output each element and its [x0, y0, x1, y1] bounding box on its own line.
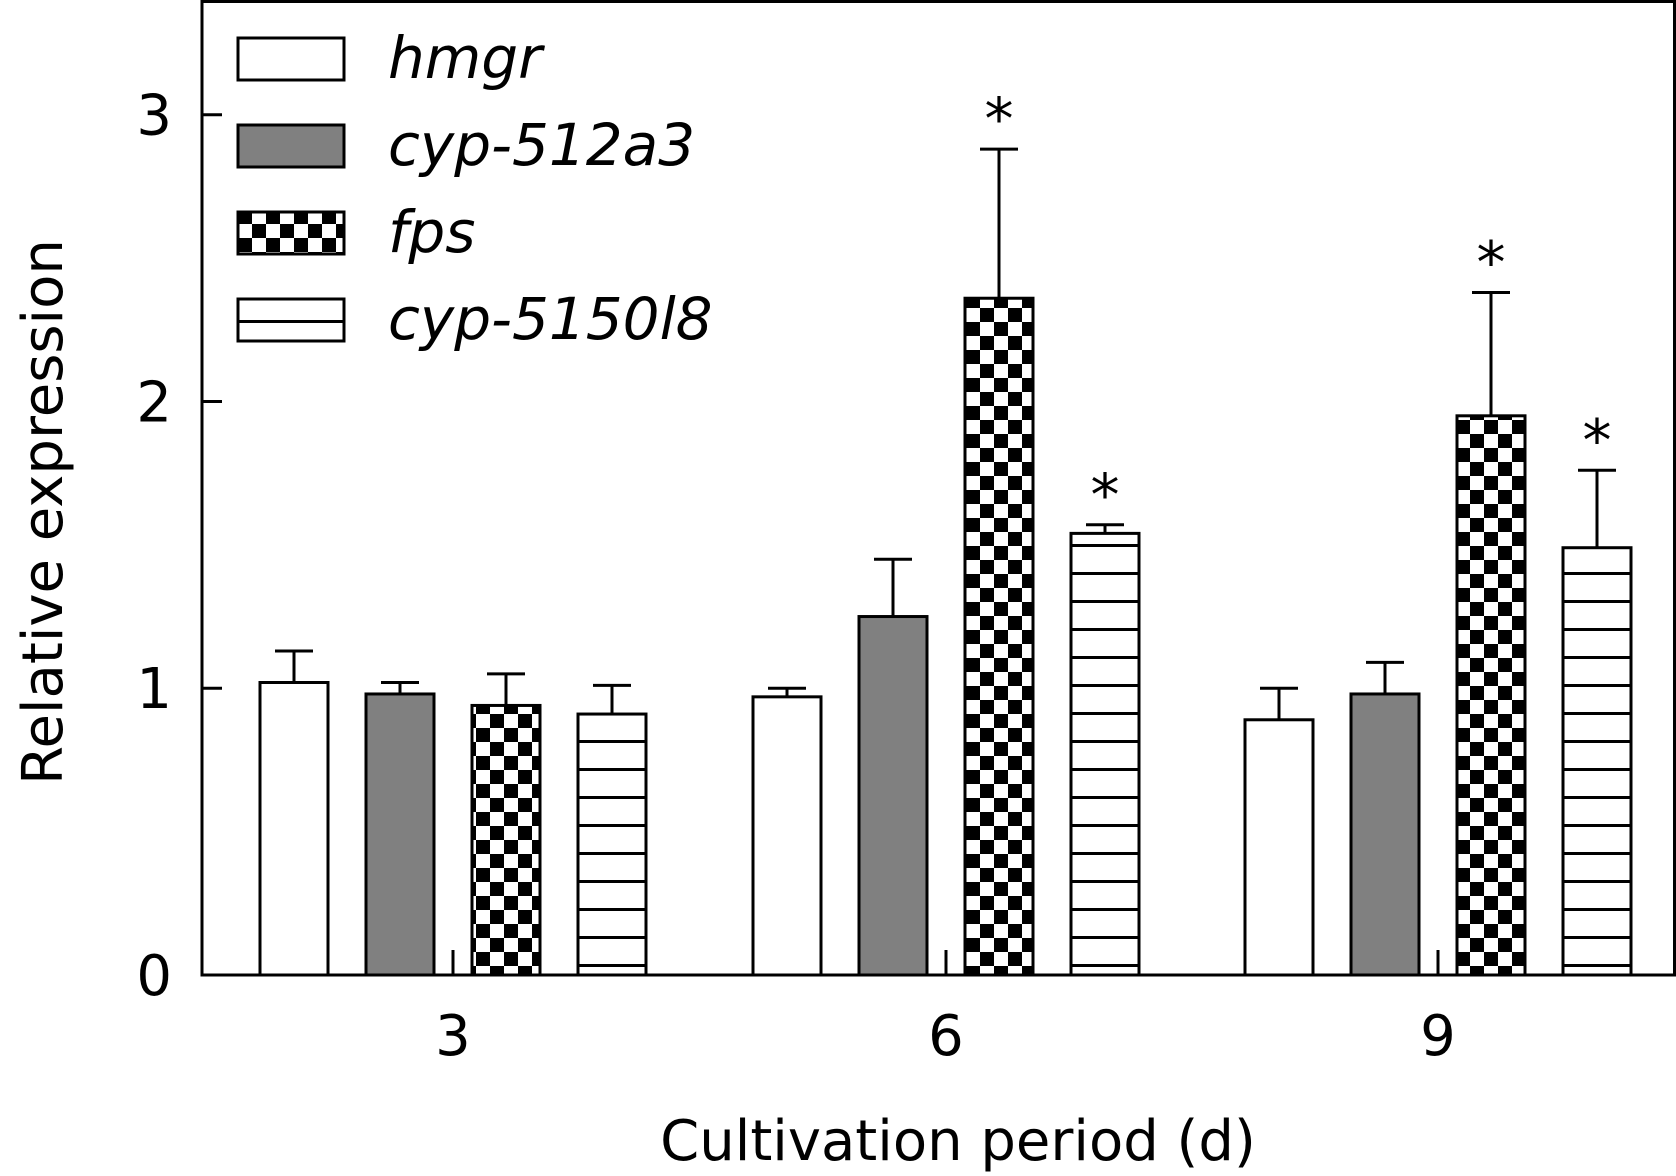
bar-cyp-5150l8-3 [576, 712, 648, 977]
y-tick-label: 0 [136, 944, 172, 1009]
y-axis-title: Relative expression [11, 239, 76, 785]
legend-swatch-cyp-5150l8 [236, 297, 346, 343]
bar-cyp-512a3-3 [364, 692, 436, 977]
x-tick-label: 6 [928, 1004, 964, 1069]
bar-fps-6 [963, 296, 1035, 977]
y-tick-label: 3 [136, 84, 172, 149]
bar-fps-9 [1455, 414, 1527, 977]
bar-hmgr-6 [751, 695, 823, 977]
plot-border [200, 0, 1676, 977]
x-tick-label: 9 [1420, 1004, 1456, 1069]
y-tick-label: 1 [136, 657, 172, 722]
x-axis: 3 6 9 [435, 950, 1456, 1069]
legend: hmgr cyp-512a3 fps cyp-5150l8 [236, 24, 713, 353]
y-tick-label: 2 [136, 370, 172, 435]
bar-cyp-512a3-6 [857, 615, 929, 977]
y-axis: 0 1 2 3 [136, 84, 222, 1009]
significance-marker: * [1091, 461, 1120, 529]
x-tick-label: 3 [435, 1004, 471, 1069]
bar-hmgr-3 [258, 681, 330, 977]
bar-cyp-5150l8-6 [1069, 531, 1141, 977]
legend-swatch-hmgr [236, 36, 346, 82]
bar-hmgr-9 [1243, 718, 1315, 977]
plot-frame [200, 0, 1676, 977]
legend-label-hmgr: hmgr [388, 24, 545, 92]
legend-label-cyp-5150l8: cyp-5150l8 [388, 285, 713, 353]
significance-marker: * [985, 85, 1014, 153]
significance-marker: * [1477, 229, 1506, 297]
bar-cyp-512a3-9 [1349, 692, 1421, 977]
legend-label-cyp-512a3: cyp-512a3 [388, 111, 695, 179]
legend-label-fps: fps [388, 198, 475, 266]
bar-fps-3 [470, 703, 542, 977]
legend-swatch-cyp-512a3 [236, 123, 346, 169]
bar-cyp-5150l8-9 [1561, 546, 1633, 977]
bars-group: * * * * [258, 85, 1633, 977]
significance-marker: * [1583, 406, 1612, 474]
x-axis-title: Cultivation period (d) [660, 1109, 1256, 1174]
legend-swatch-fps [236, 210, 346, 256]
